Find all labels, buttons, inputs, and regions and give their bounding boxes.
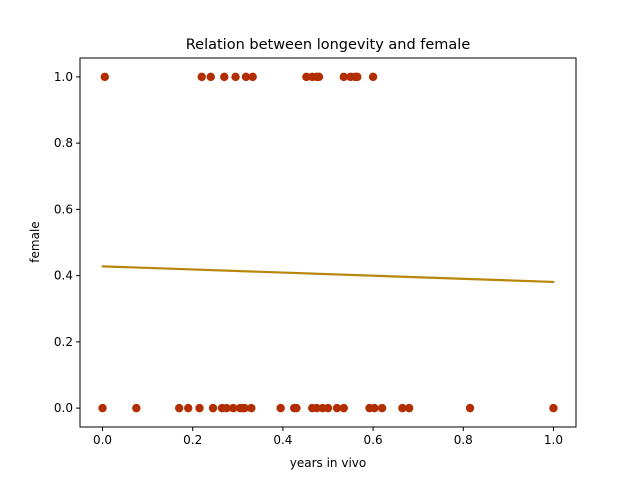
- y-tick-label: 0.4: [54, 269, 73, 283]
- data-point: [175, 403, 184, 413]
- y-tick-label: 1.0: [54, 70, 73, 84]
- y-tick-label: 0.8: [54, 136, 73, 150]
- data-point: [184, 403, 193, 413]
- data-point: [370, 403, 379, 413]
- data-point: [549, 403, 558, 413]
- x-tick-label: 0.4: [273, 433, 292, 447]
- chart-title: Relation between longevity and female: [186, 37, 471, 53]
- data-point: [98, 403, 107, 413]
- x-axis-title: years in vivo: [290, 456, 366, 470]
- data-point: [314, 72, 324, 82]
- y-tick-label: 0.6: [54, 202, 73, 216]
- data-point: [404, 403, 414, 413]
- data-point: [332, 403, 342, 413]
- data-point: [197, 72, 206, 82]
- data-point: [377, 403, 387, 413]
- axes: 0.0 0.2 0.4 0.6 0.8 1.0 0.0 0.2 0.4 0.6 0.8 1.0: [54, 57, 577, 447]
- data-point: [247, 403, 256, 413]
- data-point: [368, 72, 378, 82]
- x-tick-label: 1.0: [544, 433, 563, 447]
- data-point: [229, 403, 238, 413]
- data-point: [339, 72, 348, 82]
- data-point: [398, 403, 407, 413]
- y-tick-label: 0.0: [54, 401, 73, 415]
- x-tick-label: 0.6: [364, 433, 383, 447]
- data-point: [339, 403, 348, 413]
- x-tick-label: 0.0: [93, 433, 112, 447]
- x-tick-label: 0.8: [454, 433, 473, 447]
- y-axis-title: female: [28, 221, 42, 262]
- data-point: [222, 403, 231, 413]
- data-point: [353, 72, 362, 82]
- plot-frame: [79, 57, 577, 428]
- data-point: [312, 403, 321, 413]
- data-point: [241, 72, 251, 82]
- trend-line: [101, 265, 555, 284]
- data-point: [195, 403, 204, 413]
- data-point: [248, 72, 257, 82]
- data-point: [465, 403, 475, 413]
- data-point: [220, 72, 229, 82]
- data-point: [206, 72, 215, 82]
- y-tick-label: 0.2: [54, 335, 73, 349]
- data-point: [240, 403, 249, 413]
- data-point: [292, 403, 301, 413]
- plot-area: [98, 72, 558, 413]
- x-tick-label: 0.2: [183, 433, 202, 447]
- data-point: [323, 403, 333, 413]
- data-point: [302, 72, 311, 82]
- data-point: [231, 72, 240, 82]
- data-point: [276, 403, 285, 413]
- data-point: [208, 403, 218, 413]
- data-point: [100, 72, 110, 82]
- data-point: [132, 403, 141, 413]
